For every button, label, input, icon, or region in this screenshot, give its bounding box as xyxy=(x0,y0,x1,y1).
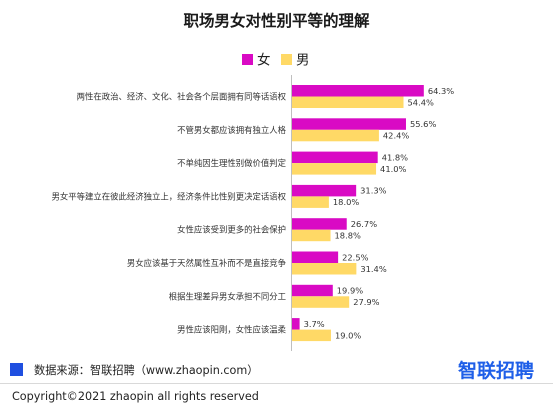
legend-swatch-female xyxy=(242,54,253,65)
value-label: 41.0% xyxy=(380,164,406,174)
category-label: 男女平等建立在彼此经济独立上，经济条件比性别更决定话语权 xyxy=(52,191,287,201)
category-label: 不单纯因生理性别做价值判定 xyxy=(177,158,286,168)
value-label: 55.6% xyxy=(410,119,436,129)
legend-label-female: 女 xyxy=(257,52,271,69)
value-label: 3.7% xyxy=(304,319,325,329)
bar-male xyxy=(292,96,404,108)
value-label: 31.3% xyxy=(360,186,386,196)
copyright: Copyright©2021 zhaopin all rights reserv… xyxy=(12,390,259,403)
source-marker xyxy=(10,363,23,376)
value-label: 27.9% xyxy=(353,297,379,307)
bar-male xyxy=(292,296,350,308)
category-label: 两性在政治、经济、文化、社会各个层面拥有同等话语权 xyxy=(77,92,287,102)
zhaopin-logo: 智联招聘 xyxy=(458,359,534,382)
footer: 数据来源：智联招聘（www.zhaopin.com） 智联招聘 Copyrigh… xyxy=(0,359,553,403)
bar-female xyxy=(292,318,300,330)
category-label: 男女应该基于天然属性互补而不是直接竞争 xyxy=(127,258,287,268)
bar-female xyxy=(292,251,339,263)
value-label: 31.4% xyxy=(360,264,386,274)
value-label: 26.7% xyxy=(351,219,377,229)
bar-male xyxy=(292,329,331,342)
bar-female xyxy=(292,151,378,164)
value-label: 42.4% xyxy=(383,131,409,141)
data-source: 数据来源：智联招聘（www.zhaopin.com） xyxy=(34,363,258,377)
value-label: 18.0% xyxy=(333,197,359,207)
bar-female xyxy=(292,184,357,197)
legend-label-male: 男 xyxy=(296,53,310,69)
bar-male xyxy=(292,263,357,275)
bar-female xyxy=(292,218,347,230)
bar-male xyxy=(292,229,331,242)
category-label: 根据生理差异男女承担不同分工 xyxy=(169,291,286,301)
value-label: 19.0% xyxy=(335,330,361,340)
chart-title: 职场男女对性别平等的理解 xyxy=(183,11,370,30)
legend: 女 男 xyxy=(242,52,310,69)
plot-area: 两性在政治、经济、文化、社会各个层面拥有同等话语权 64.3%54.4% 不管男女都… xyxy=(52,85,454,342)
bar-male xyxy=(292,196,329,208)
bar-female xyxy=(292,118,406,130)
legend-swatch-male xyxy=(281,54,292,65)
value-label: 64.3% xyxy=(428,86,454,96)
value-label: 19.9% xyxy=(337,286,363,296)
value-label: 41.8% xyxy=(382,152,408,162)
category-label: 男性应该阳刚，女性应该温柔 xyxy=(177,325,286,335)
bar-male xyxy=(292,163,377,175)
bar-female xyxy=(292,284,333,297)
value-label: 54.4% xyxy=(408,97,434,107)
category-label: 女性应该受到更多的社会保护 xyxy=(177,225,286,235)
value-label: 18.8% xyxy=(335,230,361,240)
value-label: 22.5% xyxy=(342,252,368,262)
bar-male xyxy=(292,129,379,142)
category-label: 不管男女都应该拥有独立人格 xyxy=(177,125,286,135)
bar-female xyxy=(292,85,424,97)
